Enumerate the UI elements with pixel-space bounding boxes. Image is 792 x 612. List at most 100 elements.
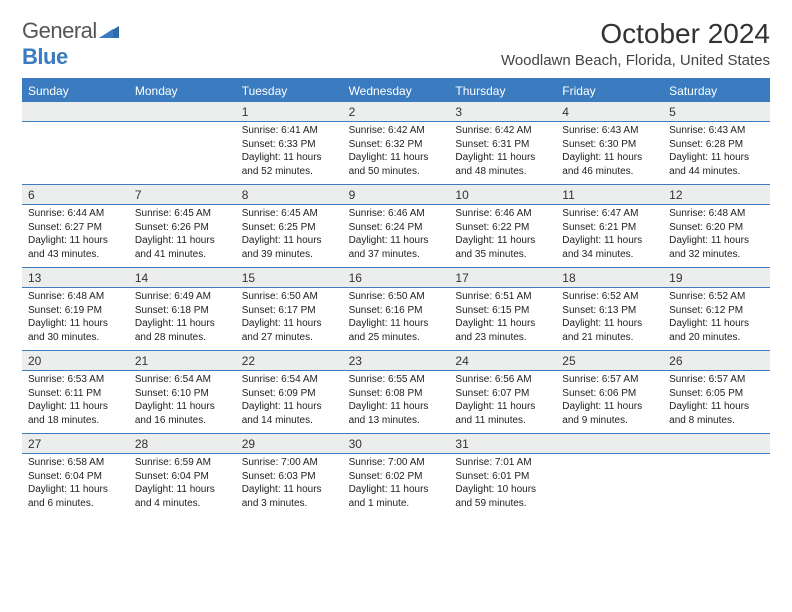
week-daynum-row: 20212223242526 — [22, 350, 770, 371]
day-cell: Sunrise: 6:48 AMSunset: 6:20 PMDaylight:… — [663, 205, 770, 267]
daylight-text: Daylight: 11 hours and 52 minutes. — [242, 151, 337, 178]
day-number: 19 — [663, 268, 770, 287]
daylight-text: Daylight: 11 hours and 14 minutes. — [242, 400, 337, 427]
sunrise-text: Sunrise: 6:46 AM — [349, 207, 444, 221]
logo-text-1: General — [22, 18, 97, 43]
daylight-text: Daylight: 11 hours and 8 minutes. — [669, 400, 764, 427]
week-content-row: Sunrise: 6:53 AMSunset: 6:11 PMDaylight:… — [22, 371, 770, 433]
location-text: Woodlawn Beach, Florida, United States — [501, 52, 770, 69]
day-number: 24 — [449, 351, 556, 370]
sunrise-text: Sunrise: 6:52 AM — [669, 290, 764, 304]
sunrise-text: Sunrise: 6:57 AM — [669, 373, 764, 387]
day-cell: Sunrise: 6:46 AMSunset: 6:22 PMDaylight:… — [449, 205, 556, 267]
week-daynum-row: 12345 — [22, 102, 770, 122]
day-number: 3 — [449, 102, 556, 121]
daylight-text: Daylight: 11 hours and 6 minutes. — [28, 483, 123, 510]
daylight-text: Daylight: 11 hours and 30 minutes. — [28, 317, 123, 344]
day-number: 31 — [449, 434, 556, 453]
day-cell: Sunrise: 6:47 AMSunset: 6:21 PMDaylight:… — [556, 205, 663, 267]
logo-text: General Blue — [22, 18, 119, 70]
sunrise-text: Sunrise: 6:45 AM — [242, 207, 337, 221]
day-cell: Sunrise: 6:56 AMSunset: 6:07 PMDaylight:… — [449, 371, 556, 433]
sunrise-text: Sunrise: 6:57 AM — [562, 373, 657, 387]
sunset-text: Sunset: 6:12 PM — [669, 304, 764, 318]
day-number: 1 — [236, 102, 343, 121]
daylight-text: Daylight: 11 hours and 3 minutes. — [242, 483, 337, 510]
sunrise-text: Sunrise: 7:01 AM — [455, 456, 550, 470]
week-content-row: Sunrise: 6:58 AMSunset: 6:04 PMDaylight:… — [22, 454, 770, 516]
day-header: Monday — [129, 80, 236, 102]
daylight-text: Daylight: 11 hours and 21 minutes. — [562, 317, 657, 344]
daylight-text: Daylight: 11 hours and 28 minutes. — [135, 317, 230, 344]
sunset-text: Sunset: 6:16 PM — [349, 304, 444, 318]
day-cell — [129, 122, 236, 184]
sunrise-text: Sunrise: 6:56 AM — [455, 373, 550, 387]
day-number: 7 — [129, 185, 236, 204]
logo: General Blue — [22, 18, 119, 70]
day-cell: Sunrise: 6:54 AMSunset: 6:09 PMDaylight:… — [236, 371, 343, 433]
sunrise-text: Sunrise: 6:45 AM — [135, 207, 230, 221]
sunrise-text: Sunrise: 7:00 AM — [242, 456, 337, 470]
sunset-text: Sunset: 6:03 PM — [242, 470, 337, 484]
month-title: October 2024 — [501, 18, 770, 50]
day-cell: Sunrise: 6:43 AMSunset: 6:28 PMDaylight:… — [663, 122, 770, 184]
sunrise-text: Sunrise: 6:42 AM — [349, 124, 444, 138]
day-number: 5 — [663, 102, 770, 121]
week-daynum-row: 13141516171819 — [22, 267, 770, 288]
daylight-text: Daylight: 11 hours and 18 minutes. — [28, 400, 123, 427]
sunrise-text: Sunrise: 6:53 AM — [28, 373, 123, 387]
day-cell: Sunrise: 6:52 AMSunset: 6:12 PMDaylight:… — [663, 288, 770, 350]
sunset-text: Sunset: 6:01 PM — [455, 470, 550, 484]
daylight-text: Daylight: 10 hours and 59 minutes. — [455, 483, 550, 510]
logo-text-2: Blue — [22, 44, 68, 69]
day-number: 26 — [663, 351, 770, 370]
day-cell: Sunrise: 6:43 AMSunset: 6:30 PMDaylight:… — [556, 122, 663, 184]
day-header-row: Sunday Monday Tuesday Wednesday Thursday… — [22, 80, 770, 102]
sunset-text: Sunset: 6:28 PM — [669, 138, 764, 152]
day-number: 12 — [663, 185, 770, 204]
sunset-text: Sunset: 6:08 PM — [349, 387, 444, 401]
sunset-text: Sunset: 6:30 PM — [562, 138, 657, 152]
sunset-text: Sunset: 6:09 PM — [242, 387, 337, 401]
sunset-text: Sunset: 6:21 PM — [562, 221, 657, 235]
sunrise-text: Sunrise: 6:52 AM — [562, 290, 657, 304]
day-cell: Sunrise: 7:01 AMSunset: 6:01 PMDaylight:… — [449, 454, 556, 516]
daylight-text: Daylight: 11 hours and 37 minutes. — [349, 234, 444, 261]
sunrise-text: Sunrise: 6:44 AM — [28, 207, 123, 221]
logo-mark-icon — [99, 18, 119, 44]
sunrise-text: Sunrise: 6:47 AM — [562, 207, 657, 221]
daylight-text: Daylight: 11 hours and 46 minutes. — [562, 151, 657, 178]
sunset-text: Sunset: 6:13 PM — [562, 304, 657, 318]
day-cell: Sunrise: 6:42 AMSunset: 6:32 PMDaylight:… — [343, 122, 450, 184]
day-cell: Sunrise: 6:58 AMSunset: 6:04 PMDaylight:… — [22, 454, 129, 516]
day-header: Sunday — [22, 80, 129, 102]
sunrise-text: Sunrise: 6:46 AM — [455, 207, 550, 221]
day-number: 23 — [343, 351, 450, 370]
day-header: Wednesday — [343, 80, 450, 102]
day-cell: Sunrise: 6:44 AMSunset: 6:27 PMDaylight:… — [22, 205, 129, 267]
day-cell: Sunrise: 6:57 AMSunset: 6:06 PMDaylight:… — [556, 371, 663, 433]
sunset-text: Sunset: 6:10 PM — [135, 387, 230, 401]
day-number: 22 — [236, 351, 343, 370]
day-number: 10 — [449, 185, 556, 204]
sunset-text: Sunset: 6:18 PM — [135, 304, 230, 318]
sunrise-text: Sunrise: 6:54 AM — [242, 373, 337, 387]
daylight-text: Daylight: 11 hours and 13 minutes. — [349, 400, 444, 427]
day-cell: Sunrise: 6:42 AMSunset: 6:31 PMDaylight:… — [449, 122, 556, 184]
day-cell: Sunrise: 6:54 AMSunset: 6:10 PMDaylight:… — [129, 371, 236, 433]
day-cell: Sunrise: 7:00 AMSunset: 6:03 PMDaylight:… — [236, 454, 343, 516]
day-cell: Sunrise: 6:50 AMSunset: 6:17 PMDaylight:… — [236, 288, 343, 350]
day-cell: Sunrise: 6:51 AMSunset: 6:15 PMDaylight:… — [449, 288, 556, 350]
sunrise-text: Sunrise: 6:54 AM — [135, 373, 230, 387]
sunset-text: Sunset: 6:31 PM — [455, 138, 550, 152]
sunset-text: Sunset: 6:26 PM — [135, 221, 230, 235]
sunset-text: Sunset: 6:05 PM — [669, 387, 764, 401]
day-cell: Sunrise: 7:00 AMSunset: 6:02 PMDaylight:… — [343, 454, 450, 516]
week-content-row: Sunrise: 6:48 AMSunset: 6:19 PMDaylight:… — [22, 288, 770, 350]
daylight-text: Daylight: 11 hours and 32 minutes. — [669, 234, 764, 261]
day-header: Saturday — [663, 80, 770, 102]
sunrise-text: Sunrise: 6:48 AM — [669, 207, 764, 221]
day-cell — [663, 454, 770, 516]
daylight-text: Daylight: 11 hours and 27 minutes. — [242, 317, 337, 344]
day-number: 30 — [343, 434, 450, 453]
